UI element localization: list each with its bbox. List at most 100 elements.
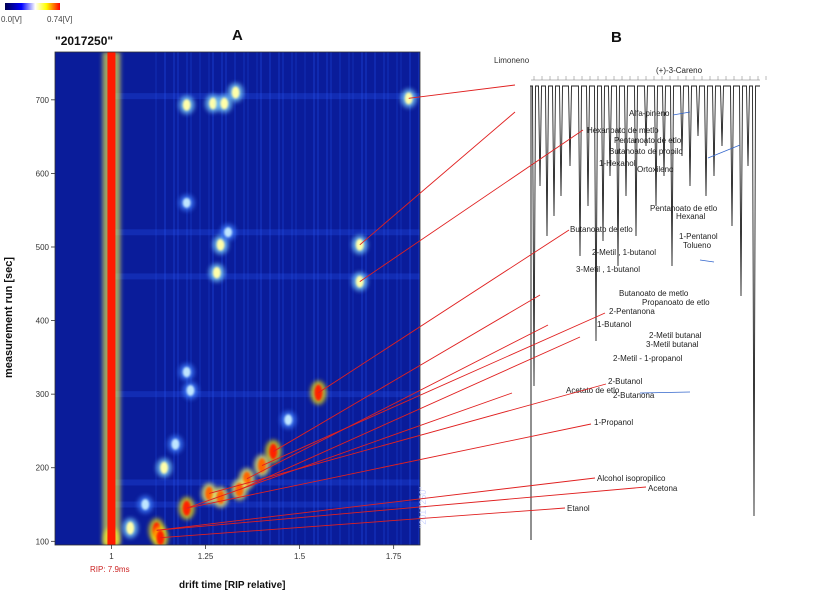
heatmap-spot <box>227 82 244 103</box>
texture-streak <box>155 52 157 545</box>
y-tick-label: 300 <box>36 390 50 399</box>
texture-streak <box>348 52 350 545</box>
texture-streak <box>330 52 332 545</box>
chromatogram-trace <box>530 85 760 517</box>
texture-streak <box>383 52 385 545</box>
heatmap-x-axis: 1 1.25 1.5 1.75 <box>109 545 402 561</box>
y-tick-label: 200 <box>36 464 50 473</box>
texture-band <box>115 479 420 486</box>
texture-streak <box>234 52 236 545</box>
compound-label: Acetona <box>648 484 678 493</box>
compound-label: 3-Metil , 1-butanol <box>576 265 640 274</box>
compound-label: 2-Butanona <box>613 391 655 400</box>
compound-label: 2-Pentanona <box>609 307 655 316</box>
connector-line <box>156 477 596 531</box>
texture-streak <box>396 52 398 545</box>
x-tick-label: 1.5 <box>294 552 306 561</box>
texture-streak <box>365 52 367 545</box>
texture-streak <box>278 52 280 545</box>
compound-label: Pentanoato de etlo <box>614 136 682 145</box>
connector-line <box>209 383 607 494</box>
y-tick-label: 600 <box>36 169 50 178</box>
compound-label: Propanoato de etlo <box>642 298 710 307</box>
texture-band <box>115 501 420 508</box>
heatmap-frame <box>54 51 421 546</box>
connector-lines <box>156 84 741 539</box>
texture-streak <box>186 52 188 545</box>
heatmap-spot <box>212 235 229 255</box>
compound-label: Butanoato de metlo <box>619 289 689 298</box>
connector-line <box>186 392 513 509</box>
connector-line <box>186 423 592 509</box>
texture-streak <box>313 52 315 545</box>
heatmap-spot <box>220 223 237 241</box>
heatmap-spot <box>178 95 195 115</box>
texture-streak <box>295 52 297 545</box>
compound-label: 2-Metil , 1-butanol <box>592 248 656 257</box>
heatmap-xlabel: drift time [RIP relative] <box>179 580 286 591</box>
compound-label: 1-Pentanol <box>679 232 718 241</box>
compound-label: Ortoxileno <box>637 165 674 174</box>
compound-label: Butanoato de propilo <box>609 147 683 156</box>
texture-streak <box>317 52 319 545</box>
connector-line <box>359 129 584 282</box>
compound-label: 1-Butanol <box>597 320 631 329</box>
compound-label: Tolueno <box>683 241 712 250</box>
compound-label: 1-Hexanol <box>599 159 636 168</box>
texture-streak <box>269 52 271 545</box>
rip-label: RIP: 7.9ms <box>90 565 130 574</box>
connector-line <box>160 507 566 539</box>
texture-streak <box>387 52 389 545</box>
tie-line <box>707 144 741 159</box>
heatmap-spot <box>280 410 297 429</box>
tie-line <box>639 391 691 394</box>
texture-streak <box>173 52 175 545</box>
panel-label-b: B <box>611 29 622 46</box>
texture-streak <box>177 52 179 545</box>
compound-label: Hexanoato de metlo <box>587 126 659 135</box>
compound-label: Hexanal <box>676 212 706 221</box>
texture-streak <box>212 52 214 545</box>
colorbar-max-label: 0.74[V] <box>47 15 72 24</box>
texture-streak <box>326 52 328 545</box>
x-tick-label: 1 <box>109 552 114 561</box>
texture-streak <box>243 52 245 545</box>
compound-label: (+)-3-Careno <box>656 66 703 75</box>
compound-label: 3-Metil butanal <box>646 340 699 349</box>
heatmap-texture <box>115 52 433 545</box>
heatmap-ylabel: measurement run [sec] <box>3 257 15 378</box>
heatmap-spot <box>216 94 233 113</box>
texture-streak <box>339 52 341 545</box>
heatmap-spot <box>212 486 229 508</box>
texture-streak <box>304 52 306 545</box>
heatmap-spot <box>122 517 139 539</box>
texture-streak <box>260 52 262 545</box>
y-tick-label: 400 <box>36 317 50 326</box>
heatmap-plot <box>55 52 433 545</box>
y-tick-label: 100 <box>36 537 50 546</box>
compound-label: 2-Metil butanal <box>649 331 702 340</box>
chromatogram <box>530 76 767 540</box>
x-tick-label: 1.25 <box>198 552 214 561</box>
heatmap-title: "2017250" <box>55 34 113 48</box>
texture-streak <box>208 52 210 545</box>
texture-streak <box>374 52 376 545</box>
texture-streak <box>291 52 293 545</box>
texture-streak <box>422 52 424 545</box>
colorbar-min-label: 0.0[V] <box>1 15 22 24</box>
y-tick-label: 500 <box>36 243 50 252</box>
texture-streak <box>431 52 433 545</box>
compound-labels: (+)-3-Careno Alfa-pineno Hexanoato de metl… <box>566 66 718 513</box>
heatmap-spot <box>208 263 225 283</box>
texture-band <box>115 273 420 280</box>
tie-line <box>672 111 691 116</box>
heatmap-spot <box>178 363 195 381</box>
texture-streak <box>282 52 284 545</box>
heatmap-spot <box>167 435 184 454</box>
heatmap-y-axis: 100 200 300 400 500 600 700 <box>36 96 55 546</box>
texture-streak <box>164 52 166 545</box>
x-tick-label: 1.75 <box>386 552 402 561</box>
rip-line <box>102 52 121 545</box>
texture-streak <box>256 52 258 545</box>
compound-label: Etanol <box>567 504 590 513</box>
